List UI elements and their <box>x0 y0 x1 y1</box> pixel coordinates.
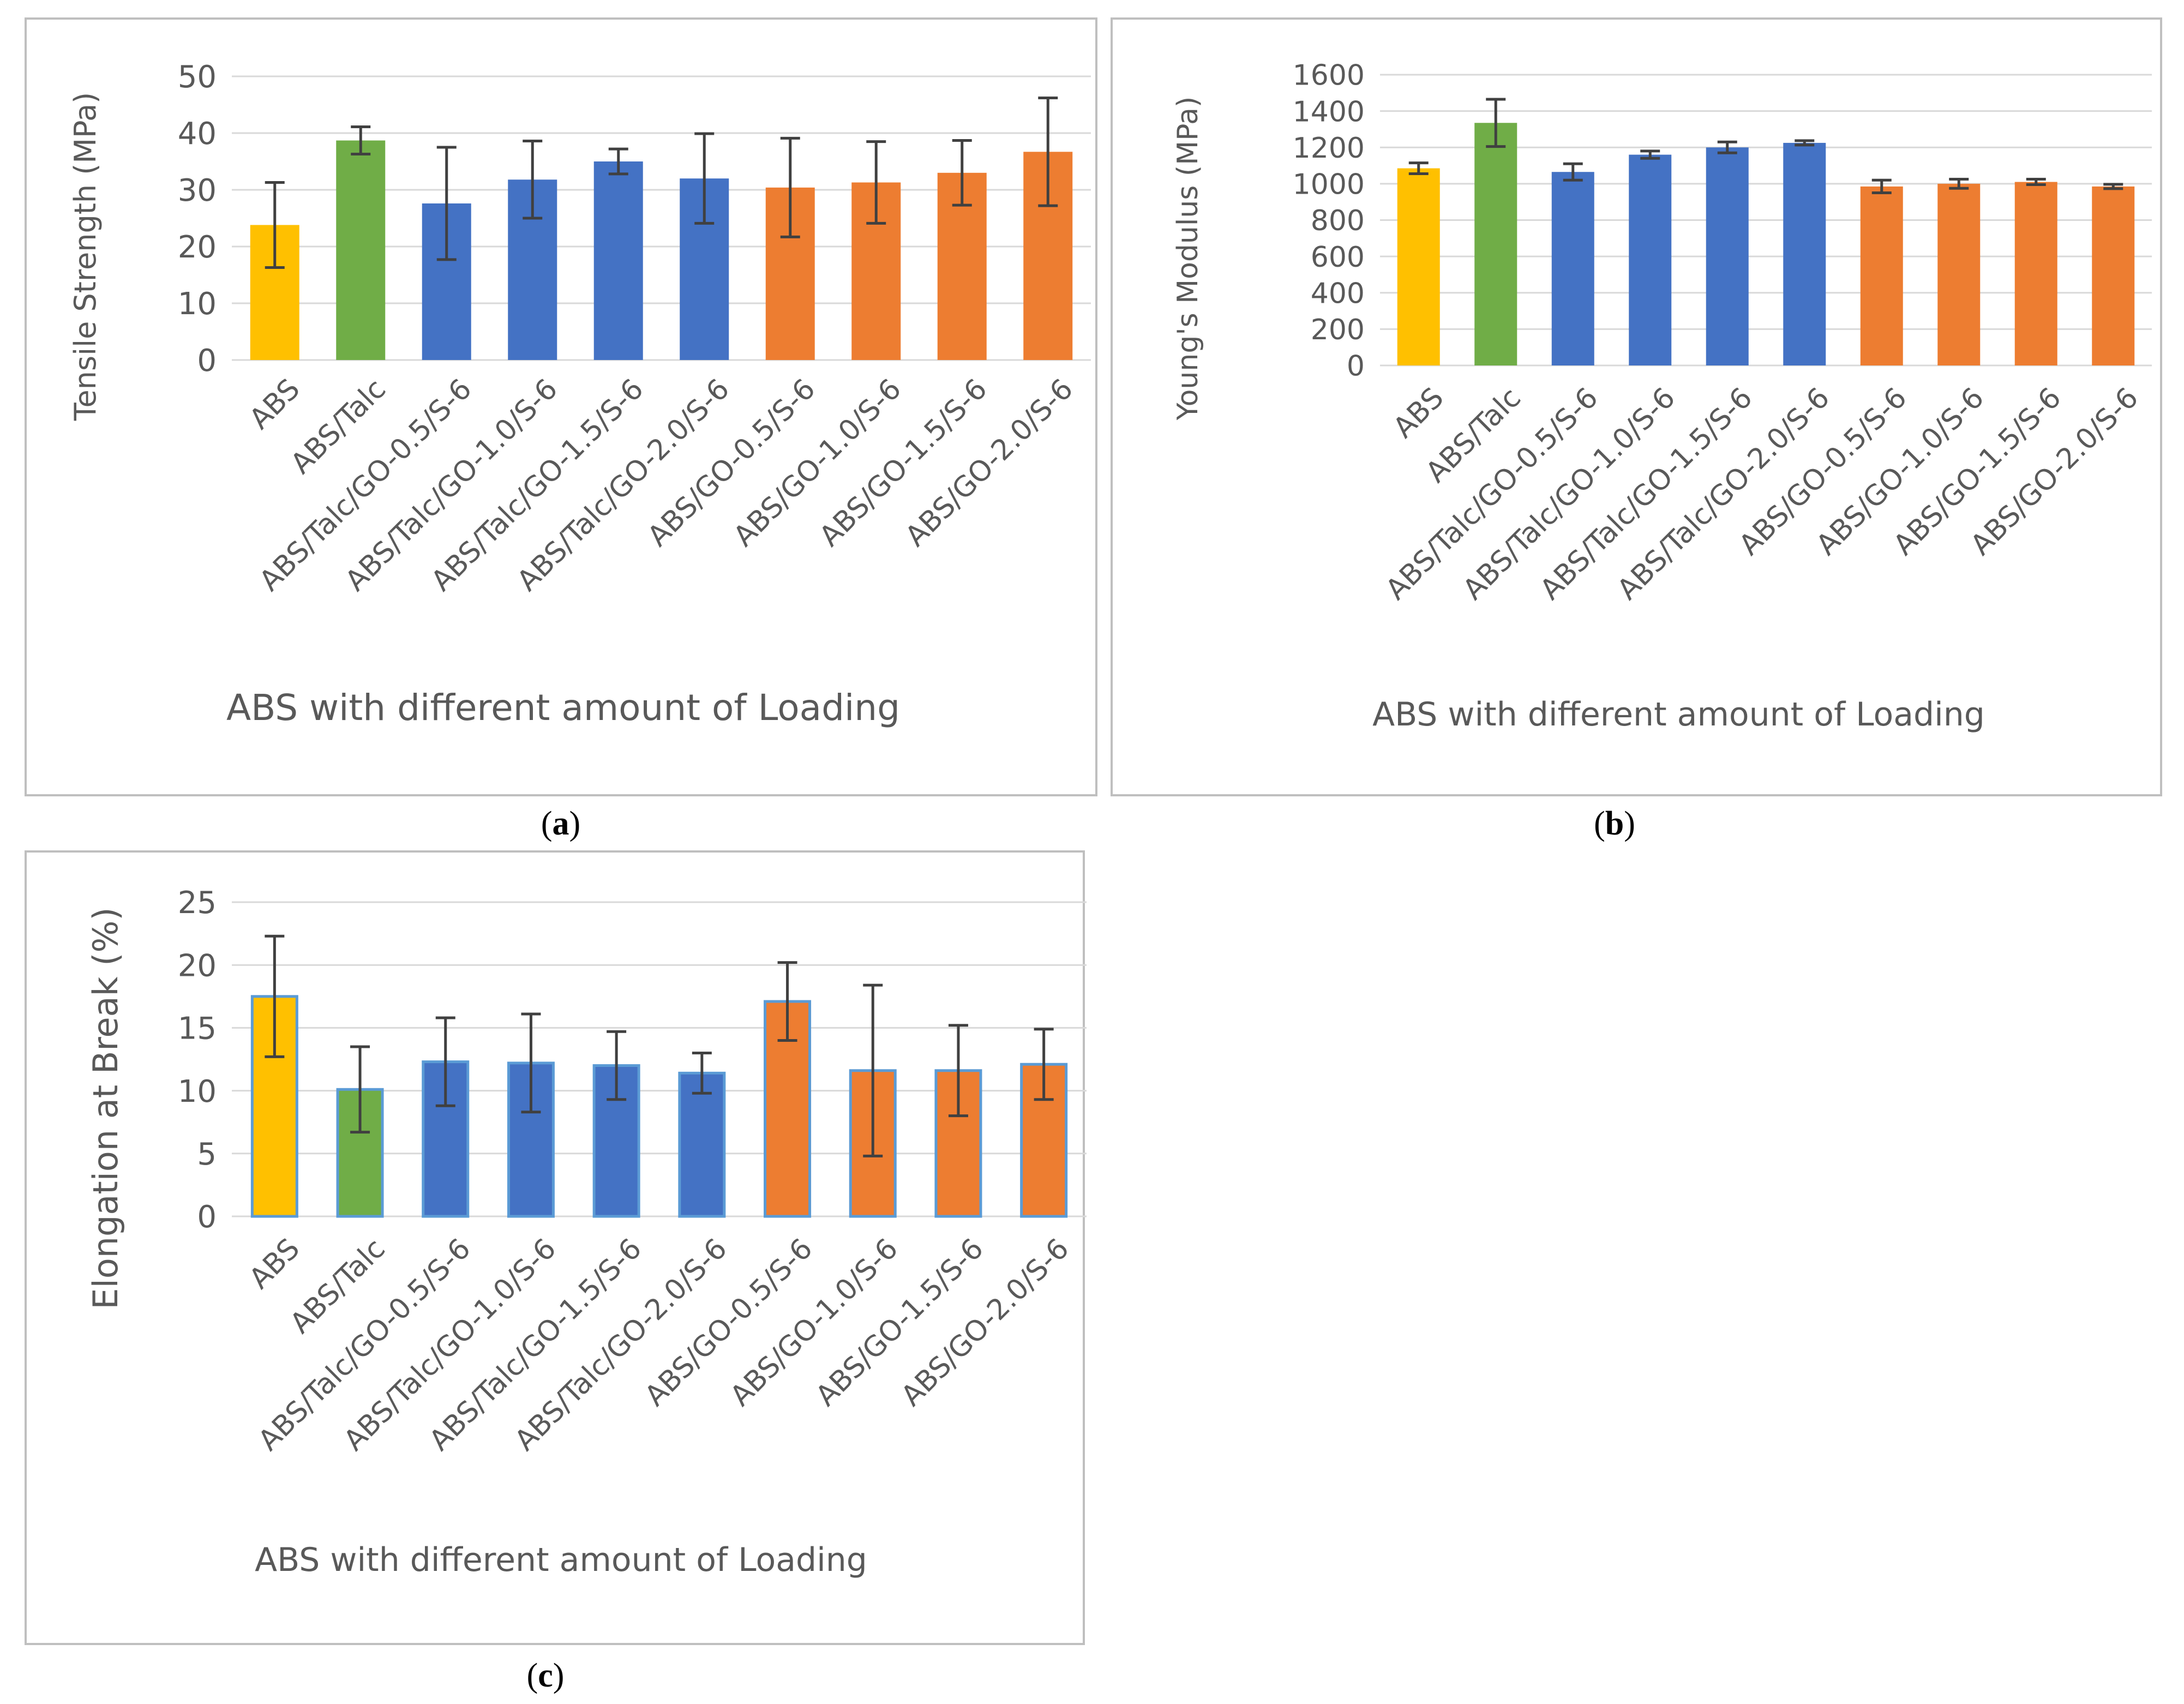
svg-text:(c): (c) <box>527 1657 565 1694</box>
error-bar-7 <box>1871 178 1892 195</box>
error-bar-10 <box>1038 97 1058 207</box>
svg-text:(b): (b) <box>1594 805 1635 842</box>
error-bar-7 <box>777 961 797 1042</box>
chart-frame-a <box>25 17 1097 796</box>
error-bar-2 <box>1486 98 1506 148</box>
y-axis-title: Tensile Strength (MPa) <box>68 92 103 422</box>
panel-label-b-letter: b <box>1605 805 1624 842</box>
bar-6 <box>1783 142 1826 365</box>
panel-label-a-letter: a <box>553 805 569 842</box>
bar-8 <box>1937 183 1981 365</box>
error-bar-6 <box>692 1051 712 1095</box>
bar-1 <box>1397 168 1440 365</box>
bar-2 <box>336 140 386 360</box>
error-bar-4 <box>521 1012 541 1114</box>
x-axis-title: ABS with different amount of Loading <box>226 687 900 729</box>
error-bar-2 <box>350 1045 370 1134</box>
error-bar-3 <box>435 1016 455 1107</box>
error-bar-3 <box>1563 162 1583 182</box>
error-bar-1 <box>1408 161 1429 176</box>
error-bar-4 <box>523 140 543 220</box>
y-tick-label: 0 <box>197 1199 217 1235</box>
error-bar-1 <box>265 934 285 1058</box>
error-bar-4 <box>1640 149 1660 160</box>
y-tick-label: 1400 <box>1293 95 1365 128</box>
error-bar-5 <box>608 147 628 176</box>
y-tick-label: 200 <box>1311 314 1365 346</box>
y-tick-label: 50 <box>178 59 217 95</box>
y-axis-title: Elongation at Break (%) <box>86 907 125 1309</box>
error-bar-5 <box>1717 140 1737 154</box>
error-bar-8 <box>866 140 886 225</box>
panel-label-b: (b) <box>1594 805 1635 842</box>
chart-frame-c <box>25 850 1085 1645</box>
y-tick-label: 25 <box>178 885 217 921</box>
y-tick-label: 1200 <box>1293 132 1365 165</box>
svg-text:(a): (a) <box>541 805 580 842</box>
error-bar-6 <box>694 132 715 225</box>
panel-label-c: (c) <box>527 1657 565 1694</box>
bar-9 <box>2014 182 2057 365</box>
bar-5 <box>1706 147 1749 365</box>
y-tick-label: 0 <box>197 343 217 379</box>
y-tick-label: 5 <box>197 1137 217 1172</box>
error-bar-10 <box>1034 1028 1054 1101</box>
y-tick-label: 30 <box>178 173 217 208</box>
bar-3 <box>1551 172 1594 365</box>
y-tick-label: 10 <box>178 1074 217 1109</box>
y-tick-label: 1000 <box>1293 169 1365 201</box>
y-tick-label: 20 <box>178 230 217 265</box>
y-tick-label: 20 <box>178 948 217 983</box>
bar-6 <box>678 1071 726 1218</box>
y-axis-title: Young's Modulus (MPa) <box>1172 97 1204 421</box>
y-tick-label: 400 <box>1311 277 1365 310</box>
error-bar-3 <box>436 146 457 261</box>
panel-label-a: (a) <box>541 805 580 842</box>
error-bar-1 <box>265 181 285 269</box>
error-bar-9 <box>2026 178 2046 187</box>
y-tick-label: 600 <box>1311 241 1365 274</box>
bar-2 <box>1474 123 1517 365</box>
error-bar-10 <box>2103 183 2123 190</box>
error-bar-7 <box>780 136 800 238</box>
y-tick-label: 0 <box>1347 350 1365 383</box>
error-bar-5 <box>607 1030 627 1101</box>
y-tick-label: 10 <box>178 286 217 322</box>
x-axis-title: ABS with different amount of Loading <box>1372 695 1985 734</box>
bar-10 <box>2092 186 2135 365</box>
y-tick-label: 800 <box>1311 205 1365 237</box>
error-bar-9 <box>948 1024 968 1118</box>
x-axis-title: ABS with different amount of Loading <box>255 1541 867 1579</box>
error-bar-9 <box>952 139 972 207</box>
y-tick-label: 15 <box>178 1011 217 1047</box>
bar-4 <box>1629 154 1672 365</box>
bar-5 <box>593 161 643 360</box>
error-bar-8 <box>1949 178 1969 190</box>
error-bar-8 <box>863 983 883 1157</box>
panel-label-c-letter: c <box>538 1657 553 1694</box>
error-bar-6 <box>1795 139 1815 147</box>
y-tick-label: 1600 <box>1293 59 1365 92</box>
bar-7 <box>1860 186 1903 365</box>
error-bar-2 <box>351 125 371 155</box>
y-tick-label: 40 <box>178 116 217 152</box>
